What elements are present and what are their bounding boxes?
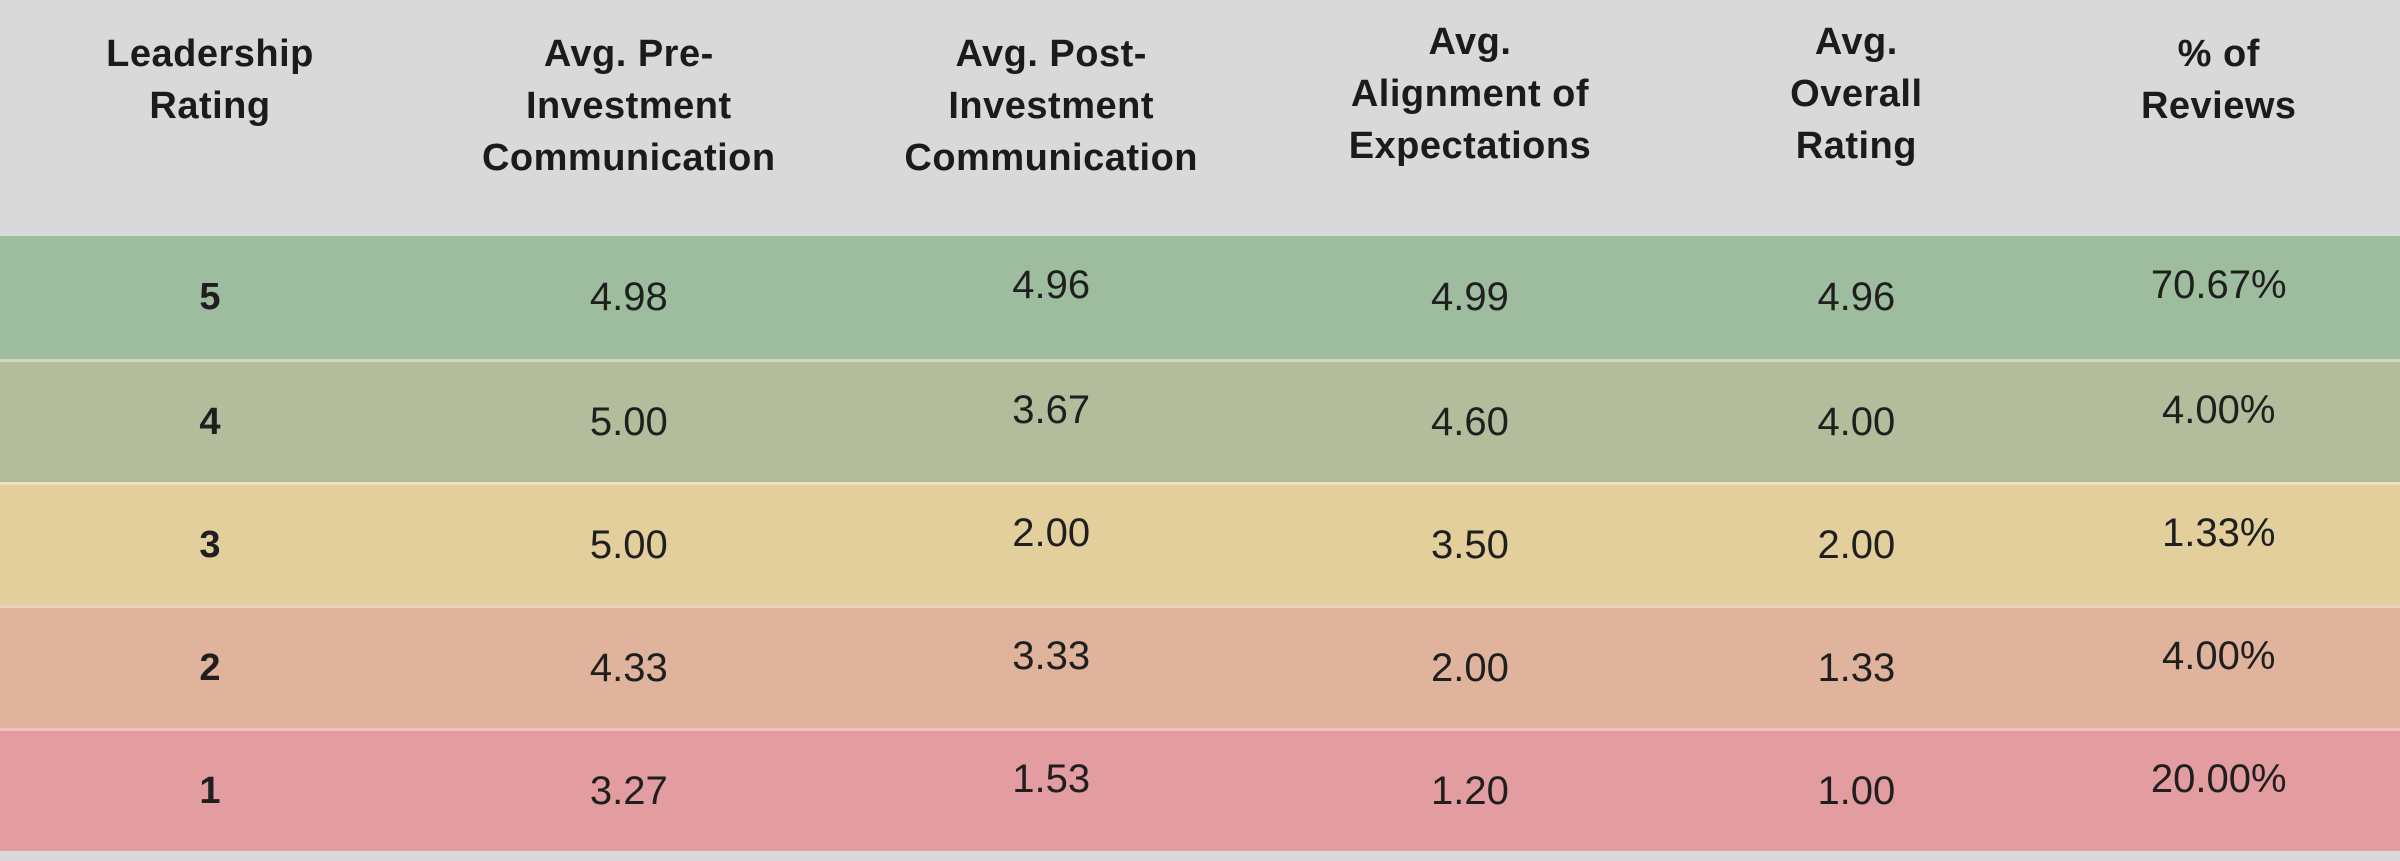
table-row-rating-4: 4 5.00 3.67 4.60 4.00 4.00% xyxy=(0,359,2400,482)
table-cell: 3 xyxy=(199,523,221,566)
table-cell: 20.00% xyxy=(2150,756,2287,801)
table-cell: 4.00% xyxy=(2162,633,2276,678)
table-cell: 5.00 xyxy=(589,522,668,567)
table-cell: 4.99 xyxy=(1431,275,1509,319)
table-cell: 4.96 xyxy=(1817,275,1896,319)
table-cell: 4.60 xyxy=(1431,399,1509,444)
column-header-pct-of-reviews: % of Reviews xyxy=(2140,33,2297,127)
table-cell: 4.98 xyxy=(589,275,668,319)
table-cell: 2 xyxy=(199,646,221,689)
table-cell: 3.27 xyxy=(589,768,668,813)
table-cell: 70.67% xyxy=(2150,263,2287,307)
table-cell: 5.00 xyxy=(589,399,668,444)
bottom-gray-strip xyxy=(0,851,2400,861)
table-header-row: Leadership Rating Avg. Pre- Investment C… xyxy=(0,0,2400,236)
table-cell: 1.00 xyxy=(1817,768,1896,813)
table-cell: 2.00 xyxy=(1817,522,1896,567)
table-cell: 4 xyxy=(199,400,221,443)
table-cell: 1.20 xyxy=(1431,768,1509,813)
table-row-rating-2: 2 4.33 3.33 2.00 1.33 4.00% xyxy=(0,605,2400,728)
table-cell: 3.33 xyxy=(1012,633,1091,678)
table-cell: 1.33 xyxy=(1817,645,1896,690)
table-row-rating-1: 1 3.27 1.53 1.20 1.00 20.00% xyxy=(0,728,2400,851)
table-cell: 3.67 xyxy=(1012,387,1091,432)
table-cell: 4.96 xyxy=(1012,263,1091,307)
table-cell: 1.53 xyxy=(1012,756,1091,801)
table-cell: 3.50 xyxy=(1431,522,1509,567)
column-header-avg-pre-investment-communication: Avg. Pre- Investment Communication xyxy=(481,33,776,179)
table-cell: 4.00% xyxy=(2162,387,2276,432)
table-cell: 1 xyxy=(199,769,221,812)
table-cell: 2.00 xyxy=(1431,645,1509,690)
column-header-leadership-rating: Leadership Rating xyxy=(106,33,314,127)
table-cell: 4.33 xyxy=(589,645,668,690)
table-cell: 4.00 xyxy=(1817,399,1896,444)
table-row-rating-3: 3 5.00 2.00 3.50 2.00 1.33% xyxy=(0,482,2400,605)
table-row-rating-5: 5 4.98 4.96 4.99 4.96 70.67% xyxy=(0,236,2400,359)
column-header-avg-alignment-of-expectations: Avg. Alignment of Expectations xyxy=(1348,21,1592,167)
table-cell: 1.33% xyxy=(2162,510,2276,555)
table-cell: 2.00 xyxy=(1012,510,1091,555)
column-header-avg-post-investment-communication: Avg. Post- Investment Communication xyxy=(904,33,1198,179)
column-header-avg-overall-rating: Avg. Overall Rating xyxy=(1790,21,1923,167)
table-cell: 5 xyxy=(199,276,221,318)
